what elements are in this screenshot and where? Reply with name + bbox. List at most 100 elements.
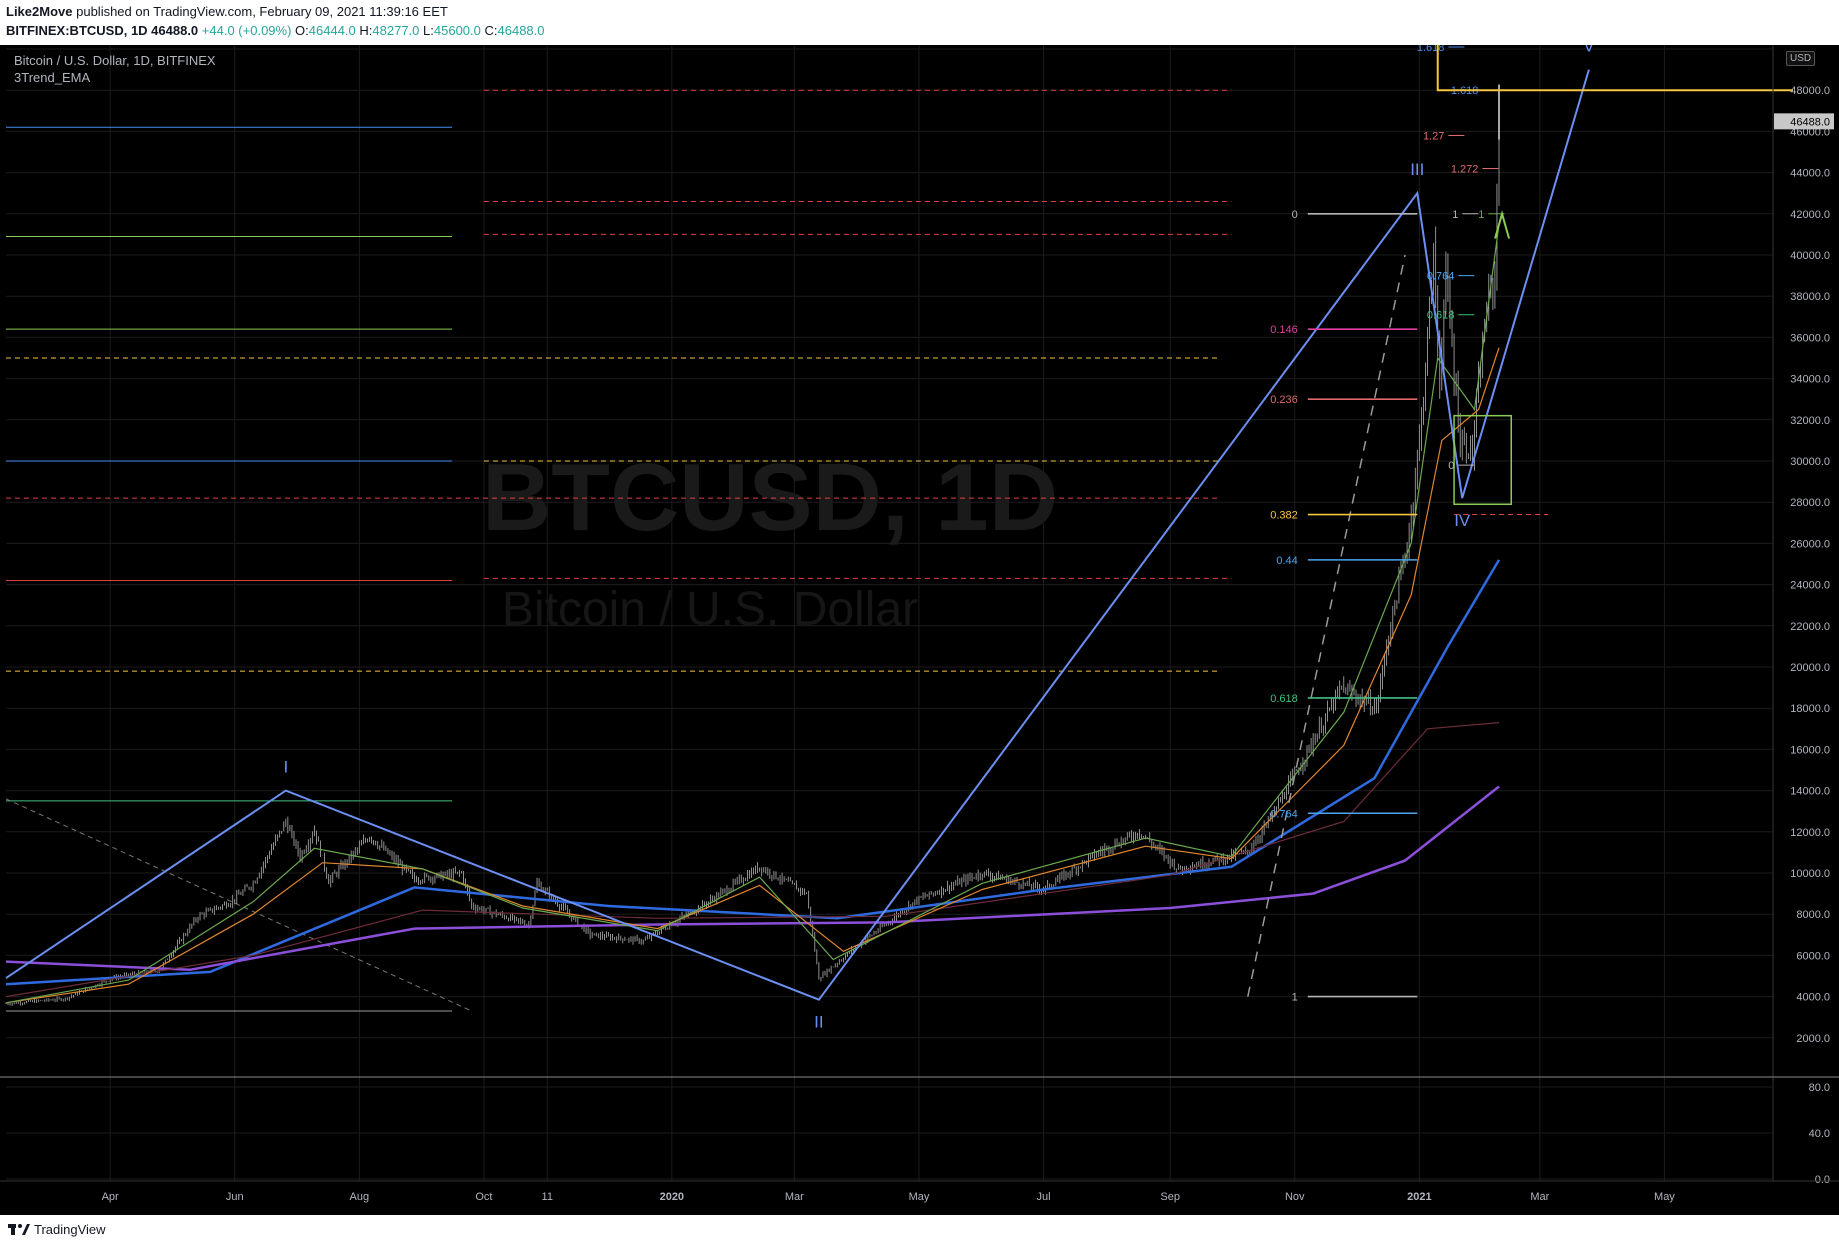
time-axis-label: 2021	[1407, 1191, 1431, 1203]
fib-extension-label: 0.764	[1427, 271, 1455, 283]
published-text: published on TradingView.com, February 0…	[76, 4, 448, 19]
fib-retracement-label: 0.236	[1270, 394, 1298, 406]
last-price-tag	[1774, 113, 1834, 130]
fib-extension-label: 1.272	[1451, 163, 1479, 175]
time-axis-label: Jul	[1037, 1191, 1051, 1203]
chart-area[interactable]: BTCUSD, 1D Bitcoin / U.S. Dollar I II III IV V…	[0, 45, 1839, 1215]
price-axis-label: 30000.0	[1790, 456, 1830, 468]
fib-retracement-label: 0.764	[1270, 808, 1298, 820]
ema-line[interactable]	[5, 722, 1500, 998]
fib-retracement-label: 0.44	[1276, 555, 1297, 567]
price-axis-label: 28000.0	[1790, 497, 1830, 509]
high-label: H:	[359, 23, 373, 38]
ema-line[interactable]	[5, 785, 1500, 972]
fib-extension-label: 1	[1478, 209, 1484, 221]
price-axis-label: 12000.0	[1790, 827, 1830, 839]
time-axis-label: Mar	[785, 1191, 804, 1203]
price-axis-label: 26000.0	[1790, 538, 1830, 550]
time-axis-label: Apr	[102, 1191, 119, 1203]
price-axis-label: 16000.0	[1790, 744, 1830, 756]
price-axis-label: 10000.0	[1790, 868, 1830, 880]
fib-extension-label: 1.27	[1423, 131, 1444, 143]
time-axis-label: Jun	[226, 1191, 244, 1203]
fib-extension-label: 0	[1448, 460, 1454, 472]
fib-extension-label: 1.618	[1417, 45, 1445, 54]
price-axis-label: 8000.0	[1796, 909, 1830, 921]
wave-label-v: V	[1583, 45, 1595, 56]
tradingview-logo-icon	[8, 1224, 30, 1235]
price-axis-label: 6000.0	[1796, 950, 1830, 962]
low-value: 45600.0	[433, 23, 481, 38]
indicator-legend[interactable]: 3Trend_EMA	[14, 70, 91, 85]
price-axis-label: 44000.0	[1790, 168, 1830, 180]
time-axis-label: Nov	[1285, 1191, 1305, 1203]
close-value: 46488.0	[497, 23, 545, 38]
ema-line[interactable]	[5, 224, 1500, 1004]
fib-extension-label: 1	[1452, 209, 1458, 221]
oscillator-axis-label: 0.0	[1815, 1174, 1830, 1186]
time-axis-label: Oct	[475, 1191, 492, 1203]
wave-label-iii: III	[1410, 160, 1424, 179]
high-value: 48277.0	[372, 23, 420, 38]
author-name[interactable]: Like2Move	[6, 4, 73, 19]
price-axis-label: 46000.0	[1790, 126, 1830, 138]
footer: TradingView	[0, 1215, 1839, 1245]
fib-retracement-label: 0.618	[1270, 693, 1298, 705]
price-change: +44.0 (+0.09%)	[201, 23, 292, 38]
low-label: L:	[423, 23, 434, 38]
open-label: O:	[295, 23, 309, 38]
watermark-symbol: BTCUSD, 1D	[482, 444, 1058, 551]
publication-header: Like2Move published on TradingView.com, …	[0, 0, 1839, 45]
price-axis-label: 14000.0	[1790, 786, 1830, 798]
price-axis-label: 42000.0	[1790, 209, 1830, 221]
fib-retracement-label: 1	[1292, 992, 1298, 1004]
time-axis-label: 11	[542, 1191, 553, 1203]
fib-trend-line[interactable]	[1247, 254, 1406, 997]
up-arrow-icon	[1494, 210, 1511, 239]
chart-legend-title: Bitcoin / U.S. Dollar, 1D, BITFINEX	[14, 53, 216, 68]
time-axis-label: 2020	[660, 1191, 684, 1203]
fib-extension-label: 0.618	[1427, 310, 1455, 322]
fib-retracement-label: 0.146	[1270, 324, 1298, 336]
time-axis-label: May	[1654, 1191, 1675, 1203]
ohlc-line: BITFINEX:BTCUSD, 1D 46488.0 +44.0 (+0.09…	[6, 23, 545, 38]
watermark-name: Bitcoin / U.S. Dollar	[502, 583, 918, 636]
price-axis-label: 32000.0	[1790, 415, 1830, 427]
target-box[interactable]	[1436, 45, 1793, 92]
open-value: 46444.0	[308, 23, 356, 38]
price-axis-label: 20000.0	[1790, 662, 1830, 674]
fib-retracement-label: 0	[1292, 209, 1298, 221]
currency-badge[interactable]: USD	[1786, 51, 1816, 66]
price-axis-label: 22000.0	[1790, 621, 1830, 633]
wave-iv-zone-box[interactable]	[1453, 414, 1513, 506]
ema-line[interactable]	[5, 347, 1500, 1004]
price-axis-label: 34000.0	[1790, 374, 1830, 386]
price-axis-label: 48000.0	[1790, 85, 1830, 97]
close-label: C:	[484, 23, 498, 38]
price-axis-label: 40000.0	[1790, 250, 1830, 262]
price-axis-label: 36000.0	[1790, 332, 1830, 344]
time-axis-label: Sep	[1160, 1191, 1180, 1203]
wave-label-iv: IV	[1454, 511, 1471, 530]
symbol-line: BITFINEX:BTCUSD, 1D 46488.0	[6, 23, 199, 38]
elliott-wave-line[interactable]	[5, 69, 1590, 1001]
price-axis-label: 38000.0	[1790, 291, 1830, 303]
price-axis-label: 2000.0	[1796, 1033, 1830, 1045]
price-axis-label: 18000.0	[1790, 703, 1830, 715]
last-price-label: 46488.0	[1790, 116, 1830, 128]
publication-line: Like2Move published on TradingView.com, …	[6, 4, 448, 19]
fib-retracement-label: 0.382	[1270, 510, 1298, 522]
price-axis-label: 4000.0	[1796, 992, 1830, 1004]
tradingview-brand[interactable]: TradingView	[34, 1222, 106, 1237]
time-axis-label: Aug	[350, 1191, 370, 1203]
time-axis-label: May	[909, 1191, 930, 1203]
chart-background	[0, 45, 1839, 1215]
trend-dashed-line[interactable]	[5, 798, 472, 1012]
price-axis-label: 24000.0	[1790, 580, 1830, 592]
oscillator-axis-label: 40.0	[1809, 1128, 1830, 1140]
oscillator-axis-label: 80.0	[1809, 1082, 1830, 1094]
ema-line[interactable]	[5, 559, 1501, 986]
time-axis-label: Mar	[1530, 1191, 1549, 1203]
wave-label-ii: II	[814, 1013, 823, 1032]
